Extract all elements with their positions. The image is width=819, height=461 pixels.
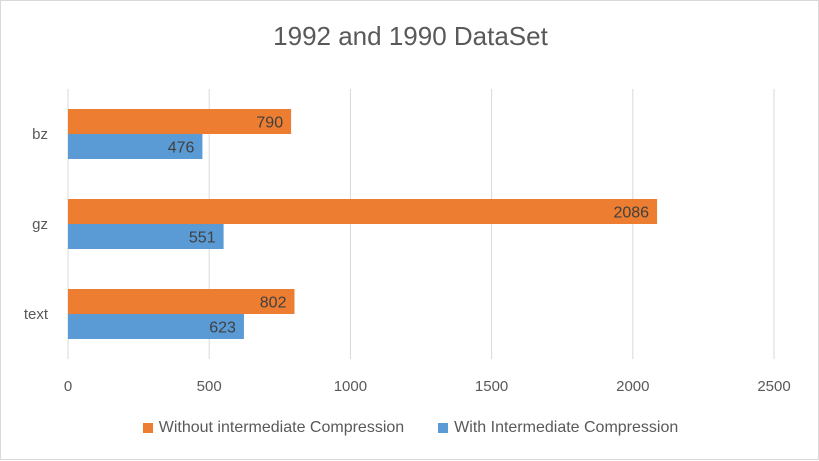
bar-text-without-compression <box>68 289 295 314</box>
x-tick-label-1500: 1500 <box>475 378 508 395</box>
legend-label-with-compression: With Intermediate Compression <box>454 419 679 436</box>
data-label-text-with-compression: 623 <box>209 320 236 337</box>
bar-bz-with-compression <box>68 134 203 159</box>
y-category-label-text: text <box>24 306 49 323</box>
y-category-label-gz: gz <box>32 216 48 233</box>
legend-item-without-compression: Without intermediate Compression <box>142 419 405 437</box>
legend-swatch-with-compression <box>438 423 449 433</box>
bar-text-with-compression <box>68 314 244 339</box>
bar-bz-without-compression <box>68 109 292 134</box>
chart-legend: Without intermediate Compression With In… <box>1 419 819 437</box>
x-tick-label-2000: 2000 <box>616 378 649 395</box>
chart-title: 1992 and 1990 DataSet <box>273 21 548 51</box>
bar-gz-without-compression <box>68 199 658 224</box>
x-tick-label-1000: 1000 <box>334 378 367 395</box>
x-tick-label-500: 500 <box>197 378 222 395</box>
bar-gz-with-compression <box>68 224 224 249</box>
legend-label-without-compression: Without intermediate Compression <box>158 419 405 436</box>
data-label-text-without-compression: 802 <box>260 295 287 312</box>
data-label-gz-with-compression: 551 <box>189 230 216 247</box>
x-tick-label-2500: 2500 <box>757 378 790 395</box>
data-label-gz-without-compression: 2086 <box>613 205 649 222</box>
x-tick-label-0: 0 <box>64 378 72 395</box>
data-label-bz-without-compression: 790 <box>256 115 283 132</box>
legend-swatch-without-compression <box>142 423 153 433</box>
y-category-label-bz: bz <box>32 126 48 143</box>
data-label-bz-with-compression: 476 <box>168 140 195 157</box>
legend-item-with-compression: With Intermediate Compression <box>438 419 678 437</box>
